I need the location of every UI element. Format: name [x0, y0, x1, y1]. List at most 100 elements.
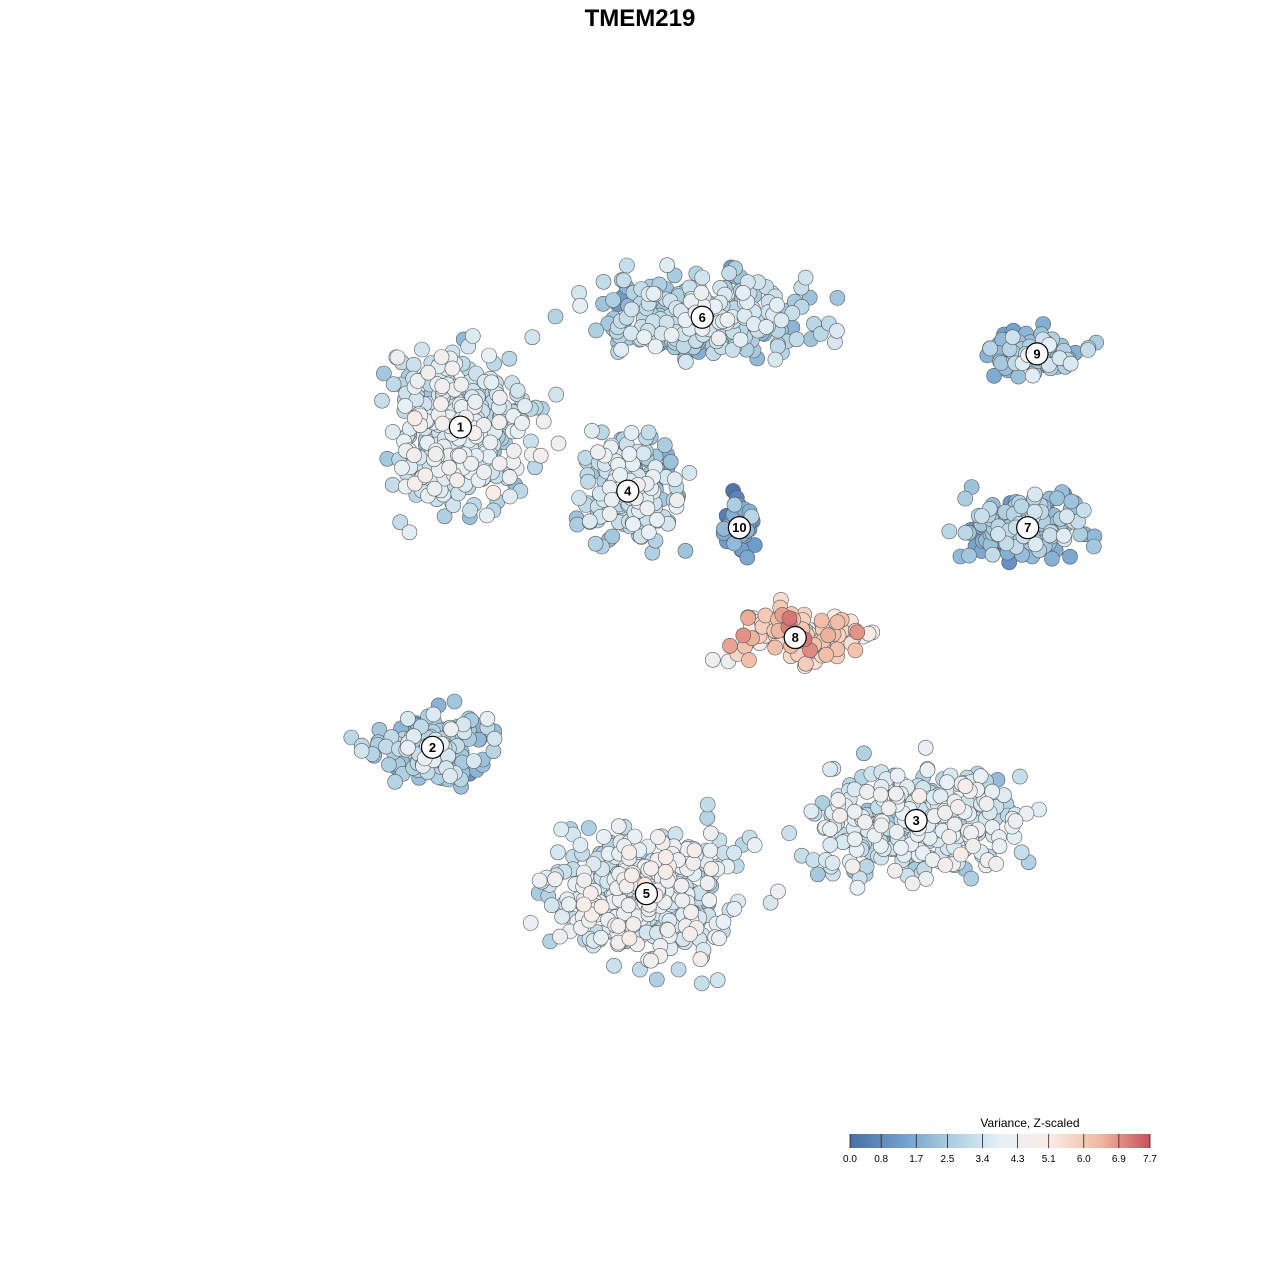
- cell-point: [767, 351, 784, 368]
- cell-point: [904, 875, 921, 892]
- cell-point: [588, 322, 604, 339]
- cluster-label-text: 5: [643, 886, 650, 901]
- cell-point: [1080, 342, 1096, 358]
- cell-point: [522, 915, 539, 931]
- cell-point: [859, 783, 875, 800]
- cell-point: [463, 455, 480, 472]
- cluster-label-1: 1: [448, 415, 472, 439]
- cell-point: [584, 422, 600, 439]
- cell-point: [613, 341, 630, 358]
- colorbar-tick-label: 3.4: [976, 1154, 990, 1165]
- cell-point: [822, 836, 839, 853]
- cluster-label-7: 7: [1016, 516, 1040, 540]
- cell-point: [532, 447, 549, 464]
- cell-point: [693, 284, 710, 301]
- cell-point: [822, 821, 838, 838]
- cell-point: [721, 265, 738, 282]
- cell-point: [809, 866, 826, 883]
- cell-point: [726, 845, 742, 861]
- cell-point: [887, 862, 903, 879]
- cell-point: [957, 524, 974, 541]
- colorbar-tick-label: 6.0: [1077, 1154, 1091, 1165]
- cell-point: [1018, 805, 1035, 822]
- cell-point: [648, 971, 665, 988]
- cell-point: [937, 857, 954, 873]
- cell-point: [701, 892, 718, 909]
- cluster-label-badge: [1016, 516, 1040, 540]
- cell-point: [387, 773, 403, 790]
- cell-point: [781, 825, 798, 841]
- cell-point: [1004, 329, 1021, 346]
- cell-point: [773, 312, 790, 329]
- cell-point: [442, 768, 458, 784]
- cell-point: [818, 646, 835, 663]
- point-layer: [343, 257, 1104, 992]
- cell-point: [1013, 844, 1030, 861]
- cell-point: [1027, 536, 1044, 553]
- cell-point: [385, 376, 402, 393]
- cell-point: [1027, 486, 1043, 503]
- cell-point: [444, 360, 461, 377]
- cell-point: [986, 367, 1002, 384]
- cell-point: [846, 831, 863, 848]
- cell-point: [669, 492, 685, 509]
- cell-point: [623, 325, 639, 342]
- cell-point: [784, 305, 801, 321]
- cell-point: [681, 465, 698, 481]
- cell-point: [803, 803, 820, 820]
- cluster-label-6: 6: [690, 305, 714, 329]
- cell-point: [397, 398, 414, 414]
- cell-point: [639, 500, 656, 517]
- cell-point: [590, 444, 606, 461]
- cell-point: [550, 844, 566, 861]
- cell-point: [1044, 550, 1060, 567]
- cluster-label-badge: [690, 305, 714, 329]
- cell-point: [479, 710, 496, 727]
- cell-point: [663, 327, 680, 343]
- cell-point: [547, 871, 563, 888]
- cell-point: [625, 916, 642, 933]
- cell-point: [659, 257, 676, 274]
- cell-point: [620, 897, 637, 914]
- cell-point: [465, 753, 482, 769]
- cell-point: [606, 957, 622, 974]
- cell-point: [699, 810, 716, 826]
- cell-point: [389, 349, 406, 366]
- cell-point: [666, 471, 683, 488]
- cell-point: [978, 795, 995, 812]
- cluster-label-badge: [904, 808, 928, 833]
- cell-point: [636, 329, 653, 346]
- cell-point: [880, 800, 897, 817]
- cell-point: [374, 392, 390, 409]
- colorbar-tick-label: 7.7: [1143, 1154, 1157, 1165]
- cell-point: [740, 610, 757, 626]
- cell-point: [1012, 768, 1028, 785]
- cell-point: [443, 721, 459, 738]
- cell-point: [561, 896, 577, 913]
- cluster-label-8: 8: [783, 625, 807, 650]
- cell-point: [830, 792, 847, 808]
- cell-point: [425, 706, 442, 723]
- cell-point: [988, 856, 1005, 872]
- cell-point: [625, 516, 641, 532]
- cell-point: [746, 837, 763, 853]
- cell-point: [516, 398, 533, 414]
- cell-point: [550, 435, 567, 452]
- cell-point: [1024, 367, 1041, 384]
- cell-point: [595, 829, 612, 845]
- cell-point: [581, 513, 598, 530]
- cell-point: [621, 844, 638, 861]
- cell-point: [604, 528, 621, 545]
- cell-point: [857, 814, 873, 830]
- cell-point: [670, 961, 687, 978]
- colorbar-tick-label: 2.5: [940, 1154, 954, 1165]
- cell-point: [535, 413, 552, 430]
- cell-point: [941, 829, 958, 845]
- cell-point: [735, 627, 752, 644]
- cell-point: [434, 378, 451, 394]
- cell-point: [957, 490, 974, 507]
- cell-point: [486, 730, 503, 747]
- cell-point: [767, 639, 783, 656]
- chart-title: TMEM219: [585, 5, 696, 32]
